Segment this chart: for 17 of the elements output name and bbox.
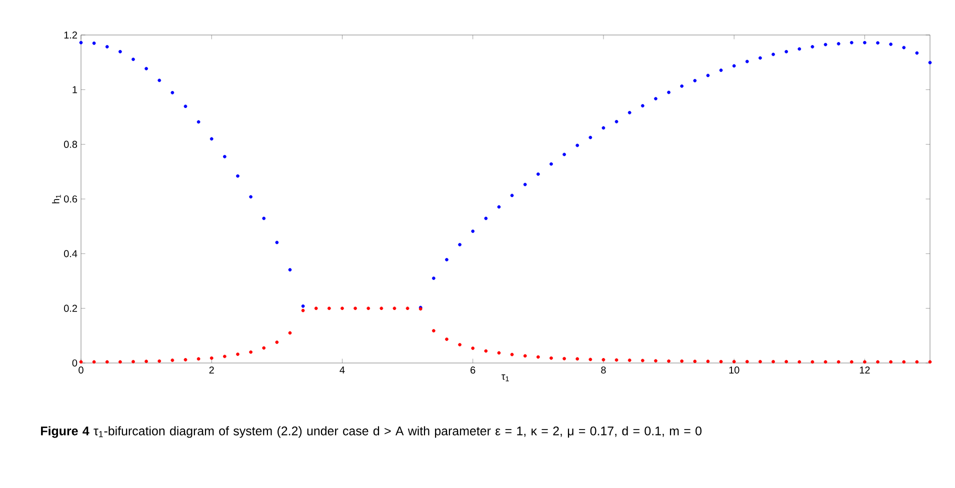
x-tick-label: 10	[729, 366, 740, 374]
y-tick-label: 0.8	[64, 140, 78, 148]
x-tick-label: 8	[601, 366, 606, 374]
x-axis-title: τ$_{1}$	[501, 374, 509, 382]
text: Figure 4 τ$_{1}$-bifurcation diagram of system (2.2) under case d > A with parameter ε = 1, κ = 2, μ = 0.17, d = 0.1, m = 0	[41, 426, 702, 438]
y-tick-label: 0.2	[64, 304, 77, 312]
x-tick-label: 6	[470, 366, 476, 374]
y-tick-label: 0	[72, 359, 78, 367]
y-tick-label: 0.4	[64, 250, 78, 258]
x-tick-label: 2	[209, 366, 214, 374]
y-tick-label: 1.2	[64, 32, 77, 38]
y-axis-title: h$_{1}$	[52, 194, 61, 204]
y-tick-label: 0.6	[64, 195, 78, 203]
x-tick-label: 0	[78, 366, 84, 374]
y-tick-label: 1	[72, 86, 77, 94]
x-tick-label: 4	[340, 366, 345, 374]
x-tick-label: 12	[860, 366, 870, 374]
